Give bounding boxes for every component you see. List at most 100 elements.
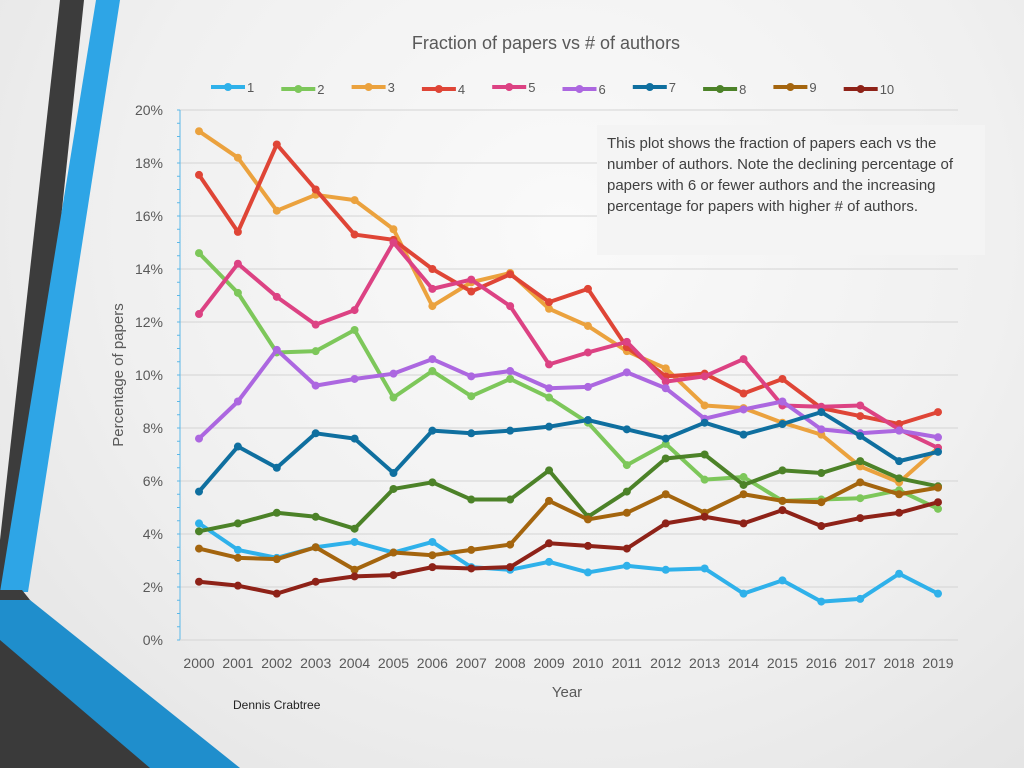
data-point bbox=[739, 519, 748, 528]
data-point bbox=[661, 377, 670, 386]
data-point bbox=[622, 487, 631, 496]
series-line bbox=[197, 410, 939, 493]
data-point bbox=[467, 545, 476, 554]
x-tick-label: 2006 bbox=[417, 655, 448, 671]
data-point bbox=[545, 466, 554, 475]
series-10 bbox=[195, 498, 942, 598]
data-point bbox=[545, 539, 554, 548]
data-point bbox=[428, 563, 437, 572]
data-point bbox=[428, 367, 437, 376]
data-point bbox=[506, 426, 515, 435]
data-point bbox=[506, 374, 515, 383]
data-point bbox=[739, 589, 748, 598]
data-point bbox=[506, 270, 515, 279]
legend-marker bbox=[575, 85, 584, 93]
legend-marker bbox=[856, 85, 865, 93]
data-point bbox=[817, 597, 826, 606]
legend-item-10: 10 bbox=[843, 82, 894, 97]
data-point bbox=[195, 577, 203, 586]
y-tick-label: 2% bbox=[143, 579, 163, 595]
x-tick-label: 2003 bbox=[300, 655, 331, 671]
dark-stripe bbox=[0, 0, 84, 590]
data-point bbox=[583, 515, 592, 524]
blue-stripe bbox=[0, 0, 120, 592]
x-tick-label: 2011 bbox=[612, 655, 642, 671]
data-point bbox=[778, 374, 787, 383]
x-tick-label: 2016 bbox=[806, 655, 837, 671]
data-point bbox=[545, 496, 554, 505]
data-point bbox=[778, 496, 787, 505]
data-point bbox=[545, 304, 554, 313]
legend-label: 8 bbox=[739, 82, 746, 97]
data-point bbox=[233, 259, 242, 268]
data-point bbox=[778, 397, 787, 406]
data-point bbox=[389, 548, 398, 557]
series-8 bbox=[195, 450, 942, 536]
y-tick-label: 20% bbox=[135, 102, 163, 118]
data-point bbox=[856, 514, 865, 523]
y-tick-label: 4% bbox=[143, 526, 163, 542]
series-9 bbox=[195, 478, 942, 574]
data-point bbox=[856, 401, 865, 410]
legend-label: 4 bbox=[458, 82, 465, 97]
data-point bbox=[233, 442, 242, 451]
legend-item-3: 3 bbox=[351, 80, 395, 95]
data-point bbox=[856, 478, 865, 487]
x-tick-label: 2017 bbox=[845, 655, 876, 671]
data-point bbox=[311, 185, 320, 194]
legend-label: 9 bbox=[809, 80, 816, 95]
data-point bbox=[195, 310, 203, 319]
data-point bbox=[661, 490, 670, 499]
x-tick-label: 2018 bbox=[884, 655, 915, 671]
data-point bbox=[895, 426, 904, 435]
data-point bbox=[195, 487, 203, 496]
data-point bbox=[583, 541, 592, 550]
data-point bbox=[934, 433, 942, 442]
data-point bbox=[350, 537, 359, 546]
data-point bbox=[622, 368, 631, 377]
series-line bbox=[197, 347, 939, 441]
series-line bbox=[197, 521, 939, 604]
data-point bbox=[545, 557, 554, 566]
data-point bbox=[506, 540, 515, 549]
data-point bbox=[622, 544, 631, 553]
legend-marker bbox=[786, 83, 795, 91]
legend-marker bbox=[224, 83, 232, 91]
data-point bbox=[856, 412, 865, 421]
data-point bbox=[778, 420, 787, 429]
data-point bbox=[311, 381, 320, 390]
data-point bbox=[428, 302, 437, 311]
data-point bbox=[389, 484, 398, 493]
x-tick-label: 2002 bbox=[261, 655, 292, 671]
legend-label: 2 bbox=[317, 82, 324, 97]
legend-item-9: 9 bbox=[773, 80, 817, 95]
data-point bbox=[195, 519, 203, 528]
series-line bbox=[197, 240, 939, 450]
data-point bbox=[817, 425, 826, 434]
data-point bbox=[778, 576, 787, 585]
data-point bbox=[467, 275, 476, 284]
data-point bbox=[661, 454, 670, 463]
data-point bbox=[389, 369, 398, 378]
legend-label: 6 bbox=[599, 82, 606, 97]
y-tick-label: 0% bbox=[143, 632, 163, 648]
data-point bbox=[583, 284, 592, 293]
x-axis-label: Year bbox=[552, 684, 582, 701]
data-point bbox=[856, 431, 865, 440]
data-point bbox=[467, 392, 476, 401]
data-point bbox=[195, 127, 203, 136]
data-point bbox=[817, 469, 826, 478]
series-2 bbox=[195, 249, 942, 513]
data-point bbox=[700, 401, 709, 410]
data-point bbox=[817, 408, 826, 417]
legend-marker bbox=[645, 83, 654, 91]
data-point bbox=[467, 287, 476, 296]
data-point bbox=[934, 589, 942, 598]
data-point bbox=[350, 306, 359, 315]
data-point bbox=[545, 360, 554, 369]
series-line bbox=[197, 251, 939, 511]
data-point bbox=[350, 524, 359, 533]
data-point bbox=[389, 393, 398, 402]
